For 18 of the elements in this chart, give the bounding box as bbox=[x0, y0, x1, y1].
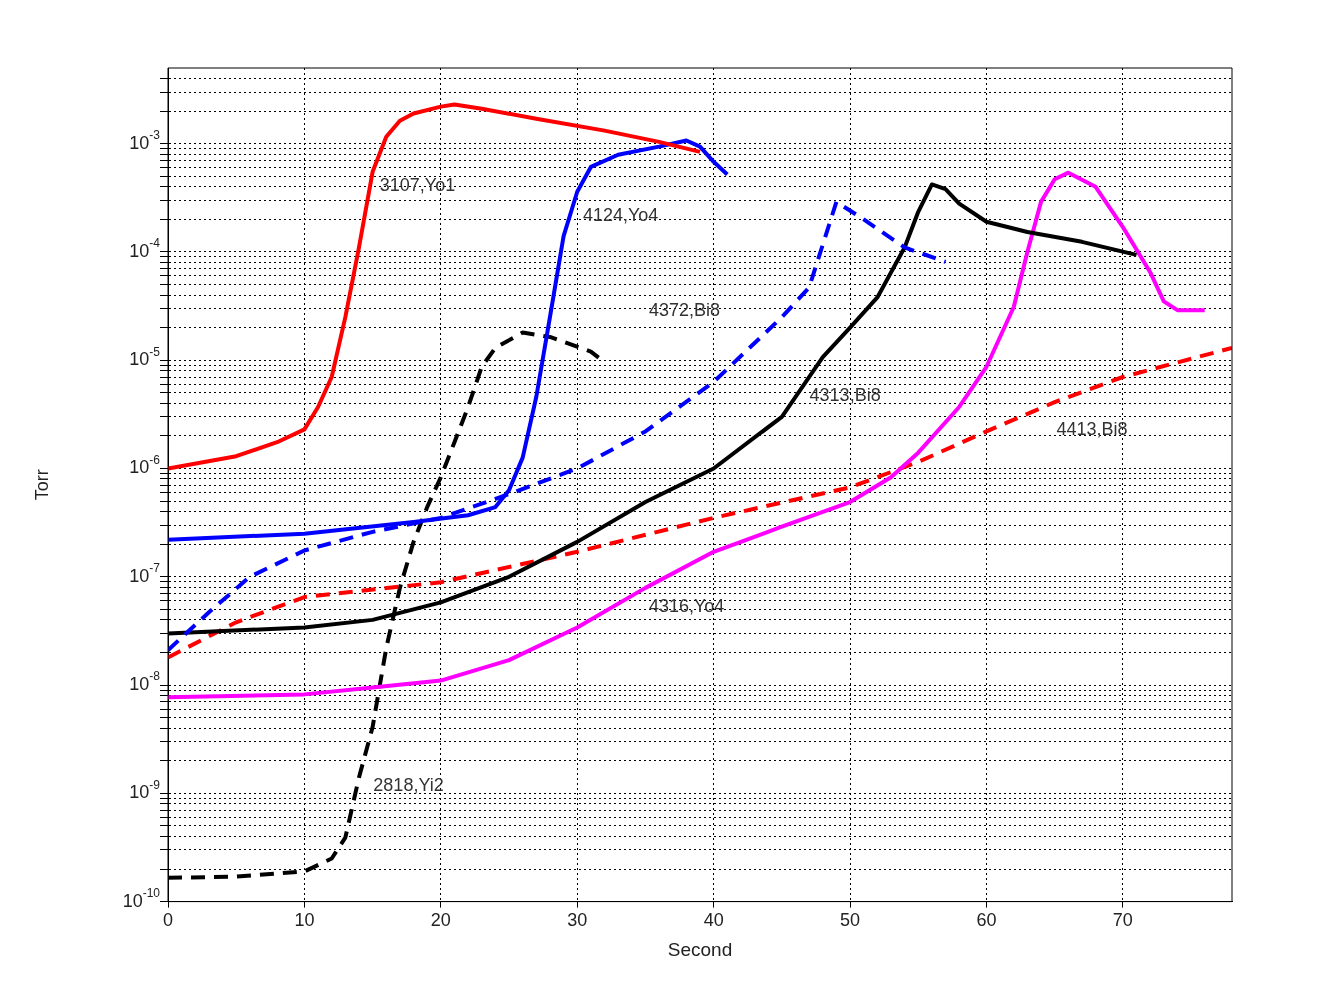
series-label: 4316,Yo4 bbox=[648, 596, 725, 617]
x-tick-label: 40 bbox=[703, 910, 724, 931]
x-tick-label: 30 bbox=[567, 910, 588, 931]
x-tick-label: 70 bbox=[1112, 910, 1133, 931]
x-tick-label: 50 bbox=[840, 910, 861, 931]
line-series bbox=[168, 345, 1232, 660]
x-tick-label: 60 bbox=[976, 910, 997, 931]
series-label: 4413,Bi8 bbox=[1056, 418, 1128, 439]
series-label: 3107,Yo1 bbox=[379, 175, 456, 196]
y-axis-title: Torr bbox=[31, 469, 52, 501]
x-tick-label: 20 bbox=[430, 910, 451, 931]
series-label: 4313,Bi8 bbox=[809, 385, 881, 406]
x-axis-title: Second bbox=[667, 938, 733, 960]
series-label: 2818,Yi2 bbox=[373, 774, 444, 795]
x-tick-label: 10 bbox=[294, 910, 315, 931]
series-label: 4124,Yo4 bbox=[582, 204, 659, 225]
text: 4372,Bi8 bbox=[648, 300, 720, 321]
x-tick-label: 0 bbox=[162, 910, 174, 931]
